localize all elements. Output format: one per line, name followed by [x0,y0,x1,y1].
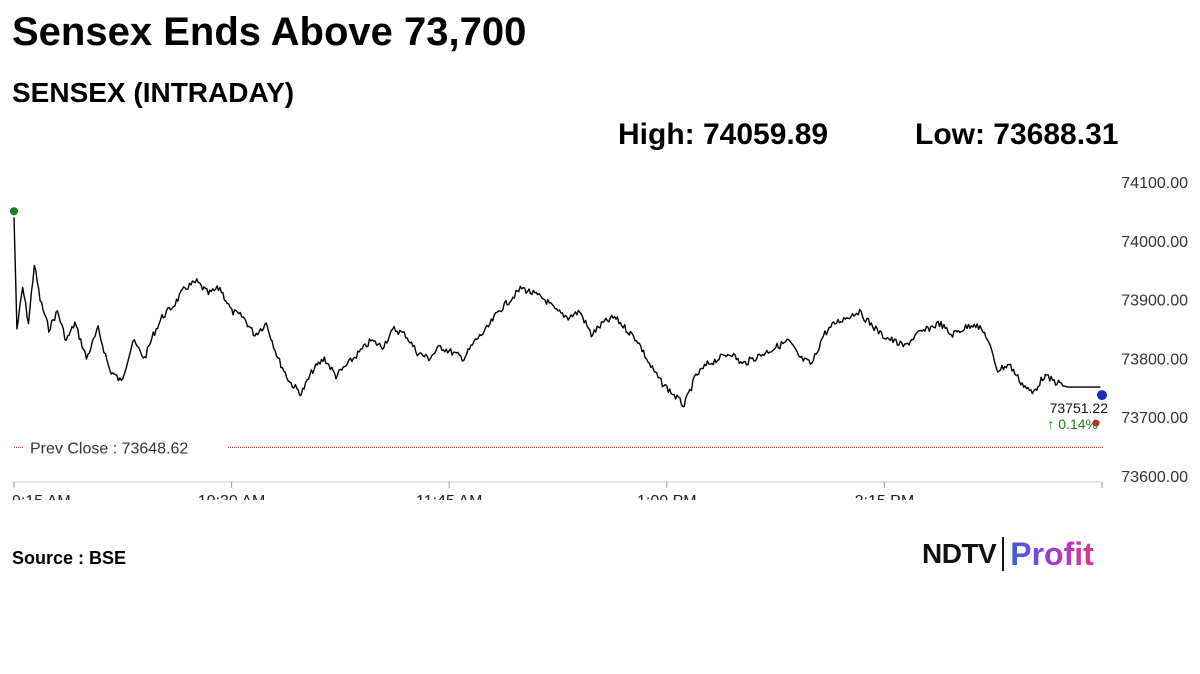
x-tick-label: 9:15 AM [12,493,71,500]
y-axis: 73600.00 73700.00 73800.00 73900.00 74000.00… [1121,175,1188,486]
intraday-line-chart: Prev Close : 73648.62 73600.0073700.0073… [10,175,1188,500]
chart-subtitle: SENSEX (INTRADAY) [12,77,295,108]
logo-profit-text: Profit [1010,535,1094,572]
y-tick-label: 73600.00 [1121,469,1188,486]
headline: Sensex Ends Above 73,700 [12,10,527,54]
y-tick-label: 73900.00 [1121,293,1188,310]
x-tick-label: 2:15 PM [855,493,915,500]
y-tick-label: 74000.00 [1121,234,1188,251]
y-tick-label: 74100.00 [1121,175,1188,192]
x-axis: 9:15 AM 10:30 AM 11:45 AM 1:00 PM 2:15 PM [12,482,1103,500]
logo-separator [1002,537,1005,571]
logo-ndtv-text: NDTV [922,538,997,569]
start-point-marker [10,207,18,216]
series-line-sensex [13,217,1101,408]
high-value: High: 74059.89 [618,118,829,151]
low-value: Low: 73688.31 [915,118,1119,151]
x-tick-label: 1:00 PM [637,493,697,500]
last-value-label: 73751.22 [1050,400,1109,416]
prev-close-label: Prev Close : 73648.62 [30,440,188,457]
change-marker [1092,419,1100,427]
source-note: Source : BSE [12,548,127,568]
x-tick-label: 10:30 AM [198,493,266,500]
end-point-marker [1097,390,1107,401]
y-tick-label: 73800.00 [1121,351,1188,368]
x-tick-label: 11:45 AM [416,493,482,500]
y-tick-label: 73700.00 [1121,410,1188,427]
ndtv-profit-logo: NDTV Profit [922,534,1094,574]
change-label: ↑ 0.14% [1047,416,1098,432]
